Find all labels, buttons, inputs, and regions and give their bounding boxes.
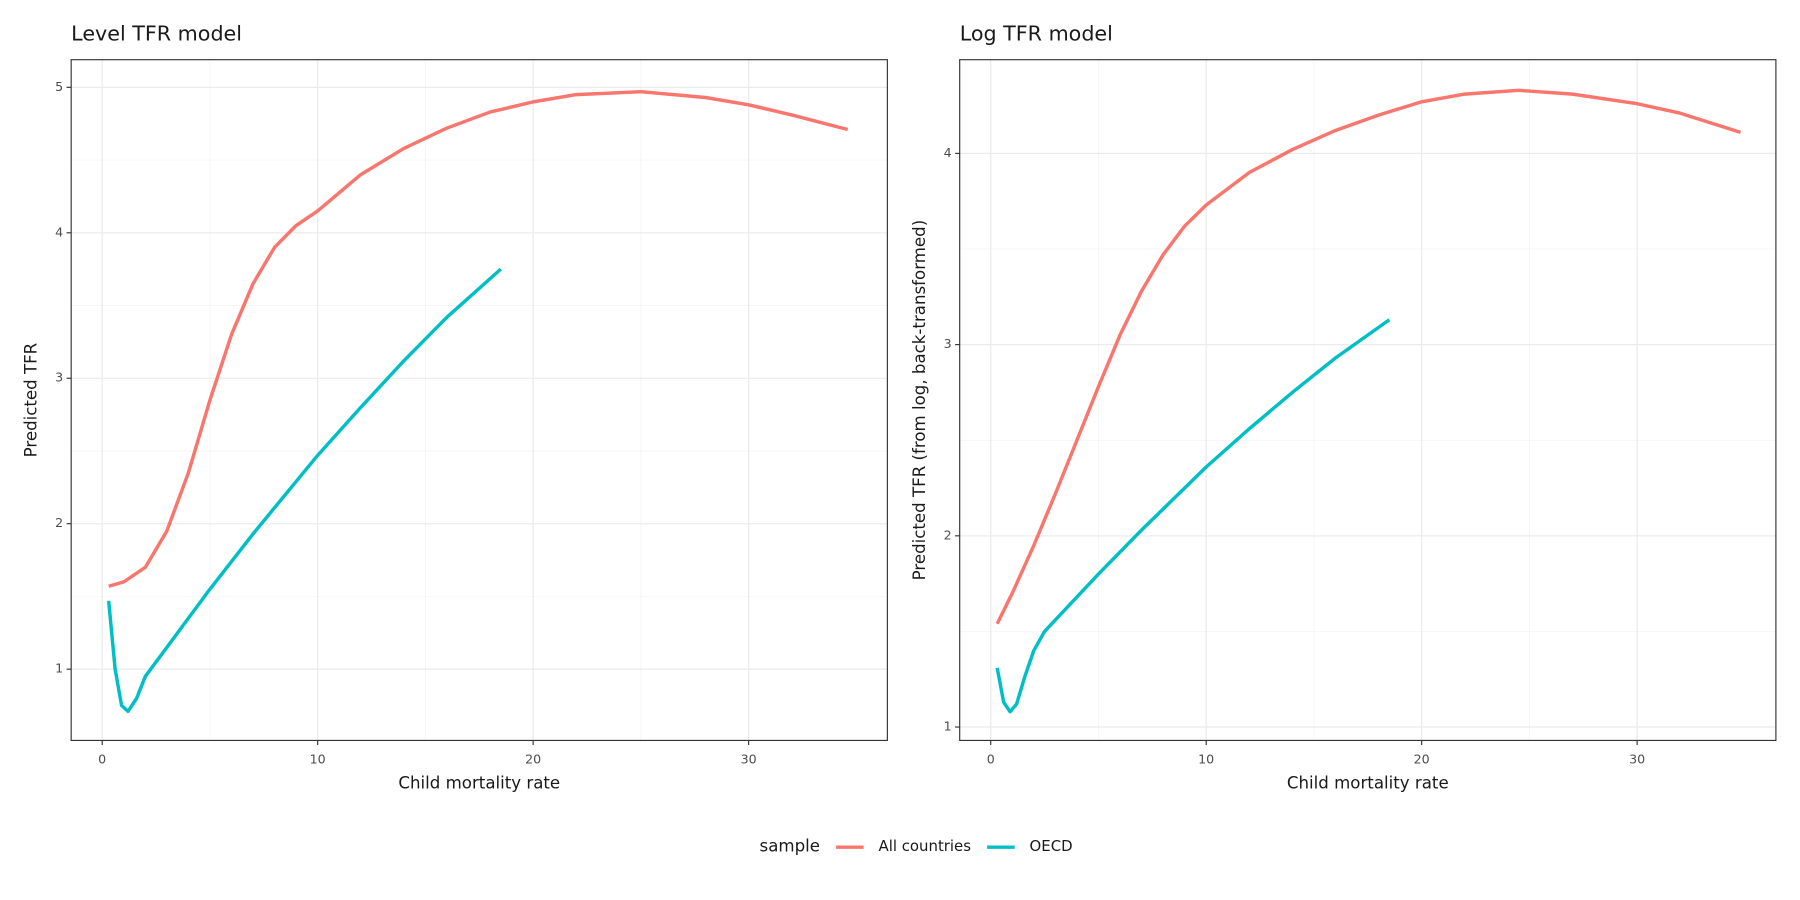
legend-title: sample <box>760 837 820 856</box>
y-tick-label: 3 <box>944 336 952 351</box>
y-tick-label: 5 <box>55 79 63 94</box>
x-tick-label: 30 <box>1629 751 1645 766</box>
y-tick-label: 1 <box>55 661 63 676</box>
x-axis-label: Child mortality rate <box>398 774 560 793</box>
x-tick-label: 10 <box>1198 751 1214 766</box>
y-tick-label: 2 <box>55 515 63 530</box>
y-tick-label: 4 <box>944 145 952 160</box>
panel-border <box>70 59 888 742</box>
x-tick-label: 20 <box>525 751 541 766</box>
x-tick-label: 0 <box>987 751 995 766</box>
x-tick-label: 20 <box>1414 751 1430 766</box>
legend-label: All countries <box>879 837 972 855</box>
series-line <box>995 318 1391 714</box>
y-tick-label: 4 <box>55 224 63 239</box>
series-line <box>995 88 1742 625</box>
y-tick-label: 1 <box>944 719 952 734</box>
x-axis-label: Child mortality rate <box>1287 774 1449 793</box>
chart-title: Level TFR model <box>71 21 242 45</box>
x-tick-label: 0 <box>98 751 106 766</box>
x-tick-label: 10 <box>310 751 326 766</box>
legend: sample All countries OECD <box>760 837 1073 856</box>
y-axis-label: Predicted TFR <box>22 342 41 457</box>
x-tick-label: 30 <box>741 751 757 766</box>
series-line <box>106 267 502 714</box>
panel-border <box>959 59 1777 742</box>
y-tick-label: 2 <box>944 527 952 542</box>
y-axis-label: Predicted TFR (from log, back-transforme… <box>910 220 929 581</box>
y-tick-label: 3 <box>55 370 63 385</box>
series-line <box>108 89 849 588</box>
chart-title: Log TFR model <box>960 21 1113 45</box>
legend-label: OECD <box>1030 837 1073 855</box>
